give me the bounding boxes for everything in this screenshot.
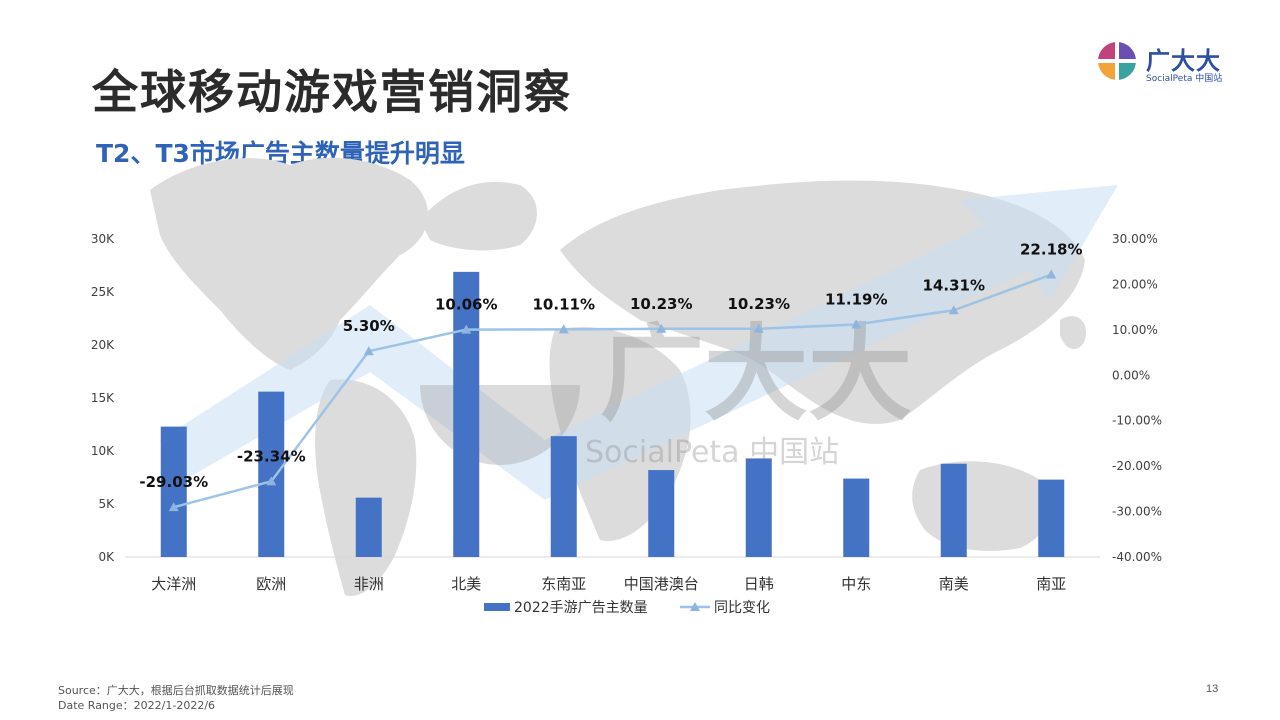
data-label: -23.34% [237, 447, 306, 465]
x-axis-labels: 大洋洲 欧洲 非洲 北美 东南亚 中国港澳台 日韩 中东 南美 南亚 [151, 575, 1066, 593]
bar [745, 458, 772, 557]
x-axis-tick-label: 日韩 [744, 575, 774, 593]
line-point [753, 323, 764, 333]
line-point [266, 476, 277, 486]
x-axis-tick-label: 北美 [451, 575, 481, 593]
left-axis-tick-label: 25K [91, 285, 115, 299]
left-axis-tick-label: 10K [91, 444, 115, 458]
left-axis: 0K 5K 10K 15K 20K 25K 30K [91, 232, 1100, 564]
left-axis-tick-label: 0K [98, 550, 115, 564]
x-axis-tick-label: 大洋洲 [151, 575, 196, 593]
bar [258, 391, 285, 557]
left-axis-tick-label: 5K [98, 497, 115, 511]
right-axis-tick-label: 30.00% [1112, 232, 1158, 246]
line-point [363, 346, 374, 356]
legend-label-line: 同比变化 [714, 600, 770, 616]
bar [550, 436, 577, 557]
line-point [851, 319, 862, 329]
right-axis-tick-label: 20.00% [1112, 277, 1158, 291]
bar [453, 271, 480, 557]
line-series: -29.03% -23.34% 5.30% 10.06% 10.11% 10.23% 10.… [139, 241, 1082, 512]
data-label: 10.23% [728, 295, 790, 313]
legend-label-bars: 2022手游广告主数量 [514, 600, 648, 616]
data-label: 11.19% [825, 290, 887, 308]
watermark-text: 广大大 [600, 313, 912, 435]
right-axis-tick-label: -20.00% [1112, 459, 1162, 473]
bar [648, 470, 675, 557]
right-axis-tick-label: -30.00% [1112, 505, 1162, 519]
footer-date-range: Date Range：2022/1-2022/6 [58, 699, 216, 712]
bar-series [160, 271, 1065, 557]
x-axis-tick-label: 欧洲 [256, 575, 286, 593]
watermark: 广大大 SocialPeta 中国站 [420, 313, 912, 470]
line-point [1046, 269, 1057, 279]
left-axis-tick-label: 30K [91, 232, 115, 246]
x-axis-tick-label: 南亚 [1036, 575, 1066, 593]
line-path [173, 273, 1052, 509]
x-axis-tick-label: 中东 [841, 575, 871, 593]
footer-source: Source：广大大，根据后台抓取数据统计后展现 [58, 684, 294, 697]
page-title: 全球移动游戏营销洞察 [92, 65, 572, 119]
right-axis-tick-label: -40.00% [1112, 550, 1162, 564]
line-point [461, 324, 472, 334]
line-point [656, 323, 667, 333]
line-point [948, 305, 959, 315]
right-axis-tick-label: 0.00% [1112, 368, 1150, 382]
legend-marker-line [690, 602, 700, 611]
bar [843, 478, 870, 557]
x-axis-tick-label: 东南亚 [541, 575, 586, 593]
left-axis-tick-label: 20K [91, 338, 115, 352]
right-axis-tick-label: -10.00% [1112, 414, 1162, 428]
x-axis-tick-label: 非洲 [354, 575, 384, 593]
bar [160, 426, 187, 557]
left-axis-tick-label: 15K [91, 391, 115, 405]
data-label: 10.06% [435, 296, 497, 314]
bar [355, 497, 382, 557]
logo-subtext: SocialPeta 中国站 [1146, 74, 1223, 84]
page-number: 13 [1206, 683, 1219, 695]
logo-text: 广大大 [1146, 47, 1221, 75]
data-label: 5.30% [343, 317, 395, 335]
growth-arrow-decoration [160, 185, 1118, 500]
bar [1038, 479, 1065, 557]
x-axis-tick-label: 中国港澳台 [624, 575, 699, 593]
x-axis-tick-label: 南美 [939, 575, 969, 593]
data-label: 10.11% [533, 295, 595, 313]
socialpeta-logo [1098, 42, 1136, 80]
line-point [558, 324, 569, 334]
bar [940, 463, 967, 557]
legend-swatch-bars [484, 603, 510, 611]
legend: 2022手游广告主数量 同比变化 [484, 600, 770, 616]
data-label: -29.03% [139, 473, 208, 491]
data-label: 10.23% [630, 295, 692, 313]
right-axis: -40.00% -30.00% -20.00% -10.00% 0.00% 10.00% 2… [1112, 232, 1162, 564]
right-axis-tick-label: 10.00% [1112, 323, 1158, 337]
watermark-subtext: SocialPeta 中国站 [585, 435, 839, 470]
data-label: 14.31% [923, 276, 985, 294]
data-label: 22.18% [1020, 241, 1082, 259]
line-point [168, 502, 179, 512]
